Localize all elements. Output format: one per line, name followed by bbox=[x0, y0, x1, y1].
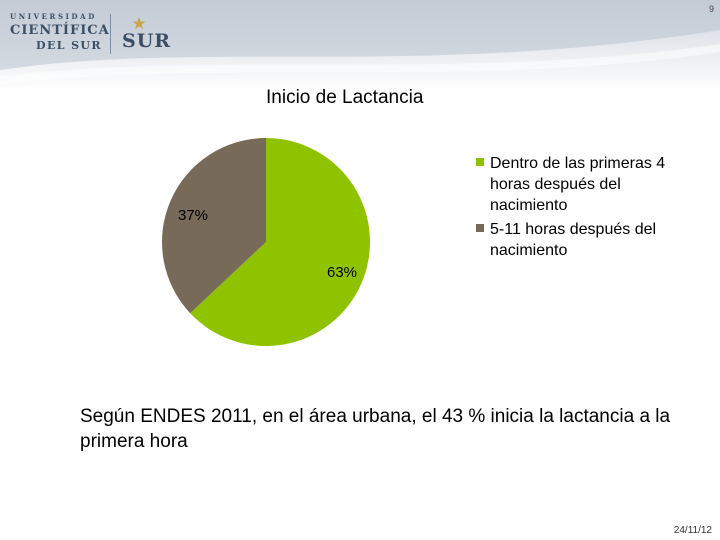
legend-item-2: 5-11 horas después del nacimiento bbox=[476, 219, 676, 261]
pie-slice-1 bbox=[190, 138, 370, 346]
legend-label-1: Dentro de las primeras 4 horas después d… bbox=[490, 155, 666, 214]
legend-label-2: 5-11 horas después del nacimiento bbox=[490, 221, 657, 259]
footer-date: 24/11/12 bbox=[673, 525, 712, 536]
slide-number: 9 bbox=[708, 4, 714, 14]
legend-item-1: Dentro de las primeras 4 horas después d… bbox=[476, 153, 676, 216]
legend-swatch-2 bbox=[476, 224, 484, 232]
pie-slice-2 bbox=[161, 138, 266, 314]
header-swoosh bbox=[0, 0, 720, 84]
data-label-2: 37% bbox=[178, 207, 208, 224]
logo-line-3: DEL SUR bbox=[36, 39, 102, 52]
data-label-1: 63% bbox=[327, 264, 357, 281]
university-logo: UNIVERSIDAD CIENTÍFICA DEL SUR SUR bbox=[10, 10, 170, 54]
chart-title: Inicio de Lactancia bbox=[266, 87, 424, 108]
source-note: Según ENDES 2011, en el área urbana, el … bbox=[80, 406, 671, 452]
logo-line-2: CIENTÍFICA bbox=[10, 23, 110, 38]
legend-swatch-1 bbox=[476, 158, 484, 166]
logo-mark: SUR bbox=[122, 30, 172, 52]
star-icon bbox=[132, 17, 146, 29]
header-band bbox=[0, 0, 720, 92]
chart-legend: Dentro de las primeras 4 horas después d… bbox=[476, 153, 676, 261]
logo-divider bbox=[110, 14, 111, 54]
logo-line-1: UNIVERSIDAD bbox=[10, 12, 97, 21]
